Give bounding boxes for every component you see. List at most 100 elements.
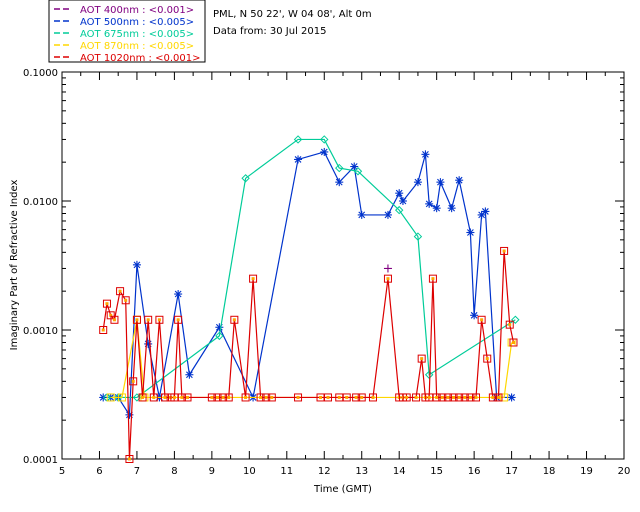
x-tick-label: 19 [580, 466, 593, 477]
data-point [507, 393, 516, 402]
x-axis-title: Time (GMT) [313, 484, 372, 495]
x-tick-label: 20 [618, 466, 631, 477]
data-point-fill [186, 395, 190, 399]
data-point-fill [440, 395, 444, 399]
y-axis-title: Imaginary Part of Refractive Index [9, 180, 20, 351]
data-point [320, 147, 329, 156]
data-point-fill [371, 395, 375, 399]
data-point-fill [131, 379, 135, 383]
data-point [138, 393, 147, 402]
data-point-fill [354, 395, 358, 399]
data-point-fill [152, 395, 156, 399]
data-point-fill [405, 395, 409, 399]
x-tick-label: 10 [243, 466, 256, 477]
data-point [352, 393, 361, 402]
data-point [477, 315, 486, 324]
data-point-fill [251, 277, 255, 281]
x-tick-label: 5 [59, 466, 65, 477]
data-point-fill [146, 318, 150, 322]
data-point [432, 204, 441, 213]
data-point [241, 174, 250, 183]
data-point-fill [457, 395, 461, 399]
data-point [483, 354, 492, 363]
x-tick-label: 14 [393, 466, 406, 477]
data-point-fill [360, 395, 364, 399]
data-point [183, 393, 192, 402]
data-point-fill [386, 277, 390, 281]
x-tick-label: 13 [355, 466, 368, 477]
data-point-fill [210, 395, 214, 399]
x-tick-label: 18 [543, 466, 556, 477]
y-tick-label: 0.1000 [23, 68, 58, 79]
data-point [398, 197, 407, 205]
data-point [249, 274, 258, 283]
data-point [413, 178, 422, 187]
data-point [132, 260, 141, 269]
data-point-fill [337, 395, 341, 399]
data-point [438, 393, 447, 402]
data-point-fill [446, 395, 450, 399]
data-point [256, 393, 265, 402]
x-tick-label: 8 [171, 466, 177, 477]
data-point [149, 393, 158, 402]
data-point-fill [101, 328, 105, 332]
data-point [215, 331, 224, 341]
x-tick-label: 17 [505, 466, 518, 477]
series-line-aot-500nm [103, 151, 512, 417]
legend-label: AOT 400nm : <0.001> [80, 5, 194, 16]
date-info: Data from: 30 Jul 2015 [213, 26, 326, 37]
data-point-fill [296, 395, 300, 399]
data-point [213, 393, 222, 402]
data-point-fill [232, 318, 236, 322]
x-tick-label: 11 [280, 466, 293, 477]
data-point [224, 393, 233, 402]
data-point [494, 393, 503, 402]
data-point-fill [141, 395, 145, 399]
data-point-fill [244, 395, 248, 399]
data-point-fill [474, 395, 478, 399]
data-point [428, 274, 437, 283]
data-point [500, 246, 509, 255]
legend-label: AOT 870nm : <0.005> [80, 41, 194, 52]
data-point-fill [157, 318, 161, 322]
data-point [335, 178, 344, 187]
data-point [262, 393, 271, 402]
data-point-fill [427, 395, 431, 399]
data-point [436, 178, 445, 187]
data-point [425, 199, 434, 208]
data-point [320, 135, 329, 144]
data-point [177, 393, 186, 402]
data-point-fill [109, 313, 113, 317]
data-point [357, 210, 366, 219]
data-point-fill [127, 457, 131, 461]
data-point-fill [118, 289, 122, 293]
data-point [402, 393, 411, 402]
data-point [174, 315, 183, 324]
series-line-aot-1020nm [102, 250, 515, 460]
data-point [106, 393, 115, 402]
x-tick-label: 15 [430, 466, 443, 477]
data-point-fill [502, 249, 506, 253]
data-point-fill [345, 395, 349, 399]
y-tick-label: 0.0001 [23, 455, 58, 466]
data-point-fill [508, 323, 512, 327]
data-point-fill [485, 357, 489, 361]
data-point [424, 370, 434, 379]
data-point [449, 393, 458, 402]
legend-label: AOT 675nm : <0.005> [80, 29, 194, 40]
data-point-fill [420, 357, 424, 361]
data-point [455, 176, 464, 185]
data-point [99, 326, 108, 334]
x-tick-label: 16 [468, 466, 481, 477]
data-point [121, 296, 130, 305]
data-point [110, 315, 119, 324]
data-point [470, 311, 479, 320]
data-point-fill [221, 395, 225, 399]
data-point [500, 393, 509, 402]
data-point [174, 290, 183, 299]
data-point-fill [176, 318, 180, 322]
data-point [443, 393, 452, 402]
data-point [395, 189, 404, 198]
data-point-fill [259, 395, 263, 399]
